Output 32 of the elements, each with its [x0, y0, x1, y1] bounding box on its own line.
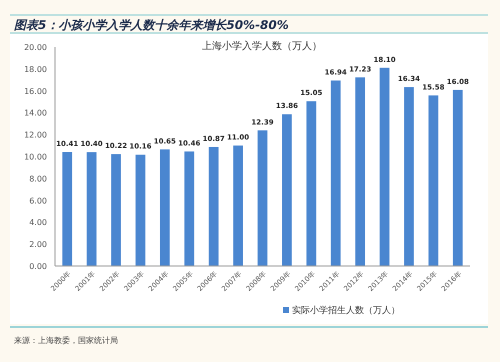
- y-tick-label: 10.00: [24, 152, 47, 162]
- y-tick-label: 12.00: [24, 130, 47, 140]
- y-tick-label: 8.00: [29, 174, 47, 184]
- chart-title: 图表5：小孩小学入学人数十余年来增长50%-80%: [14, 18, 289, 32]
- y-tick-label: 2.00: [29, 240, 47, 250]
- bar: [111, 154, 121, 266]
- y-tick-label: 14.00: [24, 108, 47, 118]
- bar: [355, 77, 366, 266]
- source-note: 来源：上海教委，国家统计局: [14, 336, 118, 345]
- bar: [404, 87, 414, 266]
- bar: [452, 90, 463, 266]
- y-tick-label: 18.00: [24, 64, 47, 74]
- bar: [160, 149, 170, 266]
- bar: [306, 101, 316, 266]
- bar: [184, 151, 194, 266]
- bar: [282, 114, 292, 266]
- bar: [380, 68, 390, 266]
- bar: [86, 152, 96, 266]
- legend-label: 实际小学招生人数（万人）: [292, 305, 400, 316]
- bar: [258, 130, 268, 266]
- bar: [136, 154, 146, 266]
- bar: [208, 146, 219, 266]
- bar: [62, 152, 72, 266]
- y-tick-label: 16.00: [24, 86, 47, 96]
- y-tick-label: 0.00: [29, 262, 47, 271]
- y-tick-label: 4.00: [29, 218, 47, 228]
- bar: [330, 80, 341, 266]
- y-tick-label: 6.00: [29, 196, 47, 206]
- bar: [428, 95, 438, 266]
- y-tick-label: 20.00: [24, 43, 47, 52]
- bar: [233, 146, 243, 266]
- chart-subtitle: 上海小学入学人数（万人）: [202, 40, 322, 52]
